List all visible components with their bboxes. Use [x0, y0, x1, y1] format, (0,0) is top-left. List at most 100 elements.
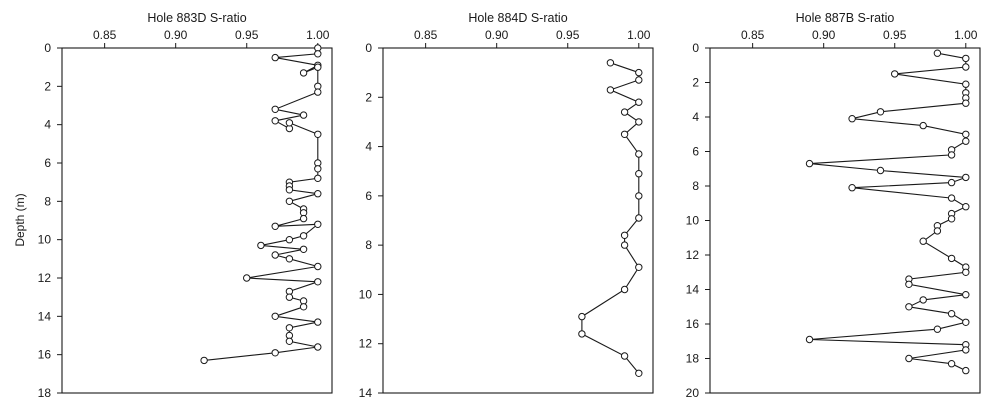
data-point	[314, 88, 322, 96]
data-point	[947, 360, 956, 368]
data-point	[962, 173, 970, 182]
data-point	[962, 318, 970, 326]
data-point	[848, 184, 856, 192]
data-point	[620, 231, 629, 240]
data-point	[947, 194, 956, 202]
data-point	[578, 330, 586, 338]
y-tick-label: 14	[359, 386, 373, 400]
data-point	[271, 349, 279, 357]
series-polyline	[581, 62, 640, 374]
series-line	[204, 48, 320, 361]
data-point	[947, 310, 956, 318]
x-tick-label: 0.95	[883, 28, 907, 42]
data-point	[962, 268, 970, 276]
data-point	[962, 291, 970, 299]
data-point	[285, 119, 294, 127]
data-point	[285, 186, 294, 194]
x-tick-label: 0.95	[235, 28, 259, 42]
x-tick-label: 0.85	[741, 28, 765, 42]
data-point	[299, 245, 308, 254]
data-point	[243, 274, 251, 282]
y-tick-label: 12	[38, 271, 52, 285]
data-point	[962, 203, 970, 211]
data-point	[876, 166, 885, 175]
data-point	[285, 197, 294, 206]
panel-title: Hole 887B S-ratio	[796, 11, 895, 25]
data-point	[299, 214, 308, 223]
y-tick-label: 12	[686, 248, 700, 262]
data-point	[314, 50, 322, 58]
y-tick-label: 12	[359, 337, 373, 351]
y-tick-label: 4	[692, 110, 699, 124]
y-tick-label: 8	[692, 179, 699, 193]
data-point	[620, 130, 629, 139]
y-tick-label: 20	[686, 386, 700, 400]
x-tick-label: 0.90	[485, 28, 509, 42]
x-tick-label: 0.95	[556, 28, 580, 42]
data-point	[620, 108, 629, 116]
series-markers	[200, 44, 322, 365]
data-point	[635, 98, 643, 106]
data-point	[606, 86, 615, 94]
series-polyline	[204, 48, 320, 361]
data-point	[314, 318, 322, 326]
data-point	[962, 80, 970, 88]
panel-887b: Hole 887B S-ratio 0.85 0.90 0.95 1.00 0 2 4 6 8…	[686, 11, 981, 400]
y-tick-label: 6	[692, 145, 699, 159]
data-point	[299, 111, 308, 119]
data-point	[271, 222, 279, 231]
x-tick-label: 0.90	[164, 28, 188, 42]
y-axis-title: Depth (m)	[13, 193, 27, 246]
series-line	[809, 52, 968, 372]
data-point	[876, 108, 885, 116]
y-tick-label: 4	[365, 140, 372, 154]
data-point	[314, 174, 322, 183]
panel-884d: Hole 884D S-ratio 0.85 0.90 0.95 1.00 0 2 4 6 8…	[359, 11, 654, 400]
data-point	[805, 159, 814, 168]
y-tick-label: 6	[44, 156, 51, 170]
data-point	[620, 352, 629, 360]
data-point	[299, 69, 308, 77]
data-point	[314, 63, 322, 71]
x-axis: 0.85 0.90 0.95 1.00	[414, 28, 651, 48]
data-point	[962, 366, 970, 375]
x-tick-label: 0.90	[812, 28, 836, 42]
y-tick-label: 0	[44, 41, 51, 55]
y-tick-label: 10	[359, 287, 373, 301]
y-tick-label: 14	[686, 283, 700, 297]
panel-title: Hole 884D S-ratio	[468, 11, 567, 25]
y-tick-label: 0	[692, 41, 699, 55]
y-tick-label: 2	[365, 90, 372, 104]
panel-883d: Hole 883D S-ratio Depth (m) 0.85 0.90 0.95…	[13, 11, 333, 400]
data-point	[962, 346, 970, 354]
data-point	[933, 49, 942, 57]
data-point	[620, 285, 629, 294]
panel-title: Hole 883D S-ratio	[147, 11, 246, 25]
data-point	[285, 324, 294, 332]
data-point	[314, 130, 322, 139]
data-point	[947, 151, 956, 159]
x-axis: 0.85 0.90 0.95 1.00	[741, 28, 978, 48]
data-point	[285, 293, 294, 301]
data-point	[947, 215, 956, 223]
x-tick-label: 1.00	[306, 28, 330, 42]
data-point	[299, 303, 308, 311]
data-point	[635, 170, 643, 178]
data-point	[919, 121, 927, 130]
y-tick-label: 6	[365, 189, 372, 203]
x-tick-label: 1.00	[627, 28, 651, 42]
data-point	[962, 99, 970, 107]
data-point	[314, 190, 322, 198]
data-point	[299, 232, 308, 240]
y-tick-label: 16	[686, 317, 700, 331]
y-axis: 0 2 4 6 8 10 12 14 16 18 20	[686, 41, 710, 400]
data-point	[314, 278, 322, 286]
data-point	[271, 312, 279, 320]
data-point	[578, 312, 586, 321]
y-tick-label: 14	[38, 309, 52, 323]
y-tick-label: 16	[38, 348, 52, 362]
x-tick-label: 1.00	[954, 28, 978, 42]
data-point	[271, 53, 279, 62]
data-point	[962, 54, 970, 63]
